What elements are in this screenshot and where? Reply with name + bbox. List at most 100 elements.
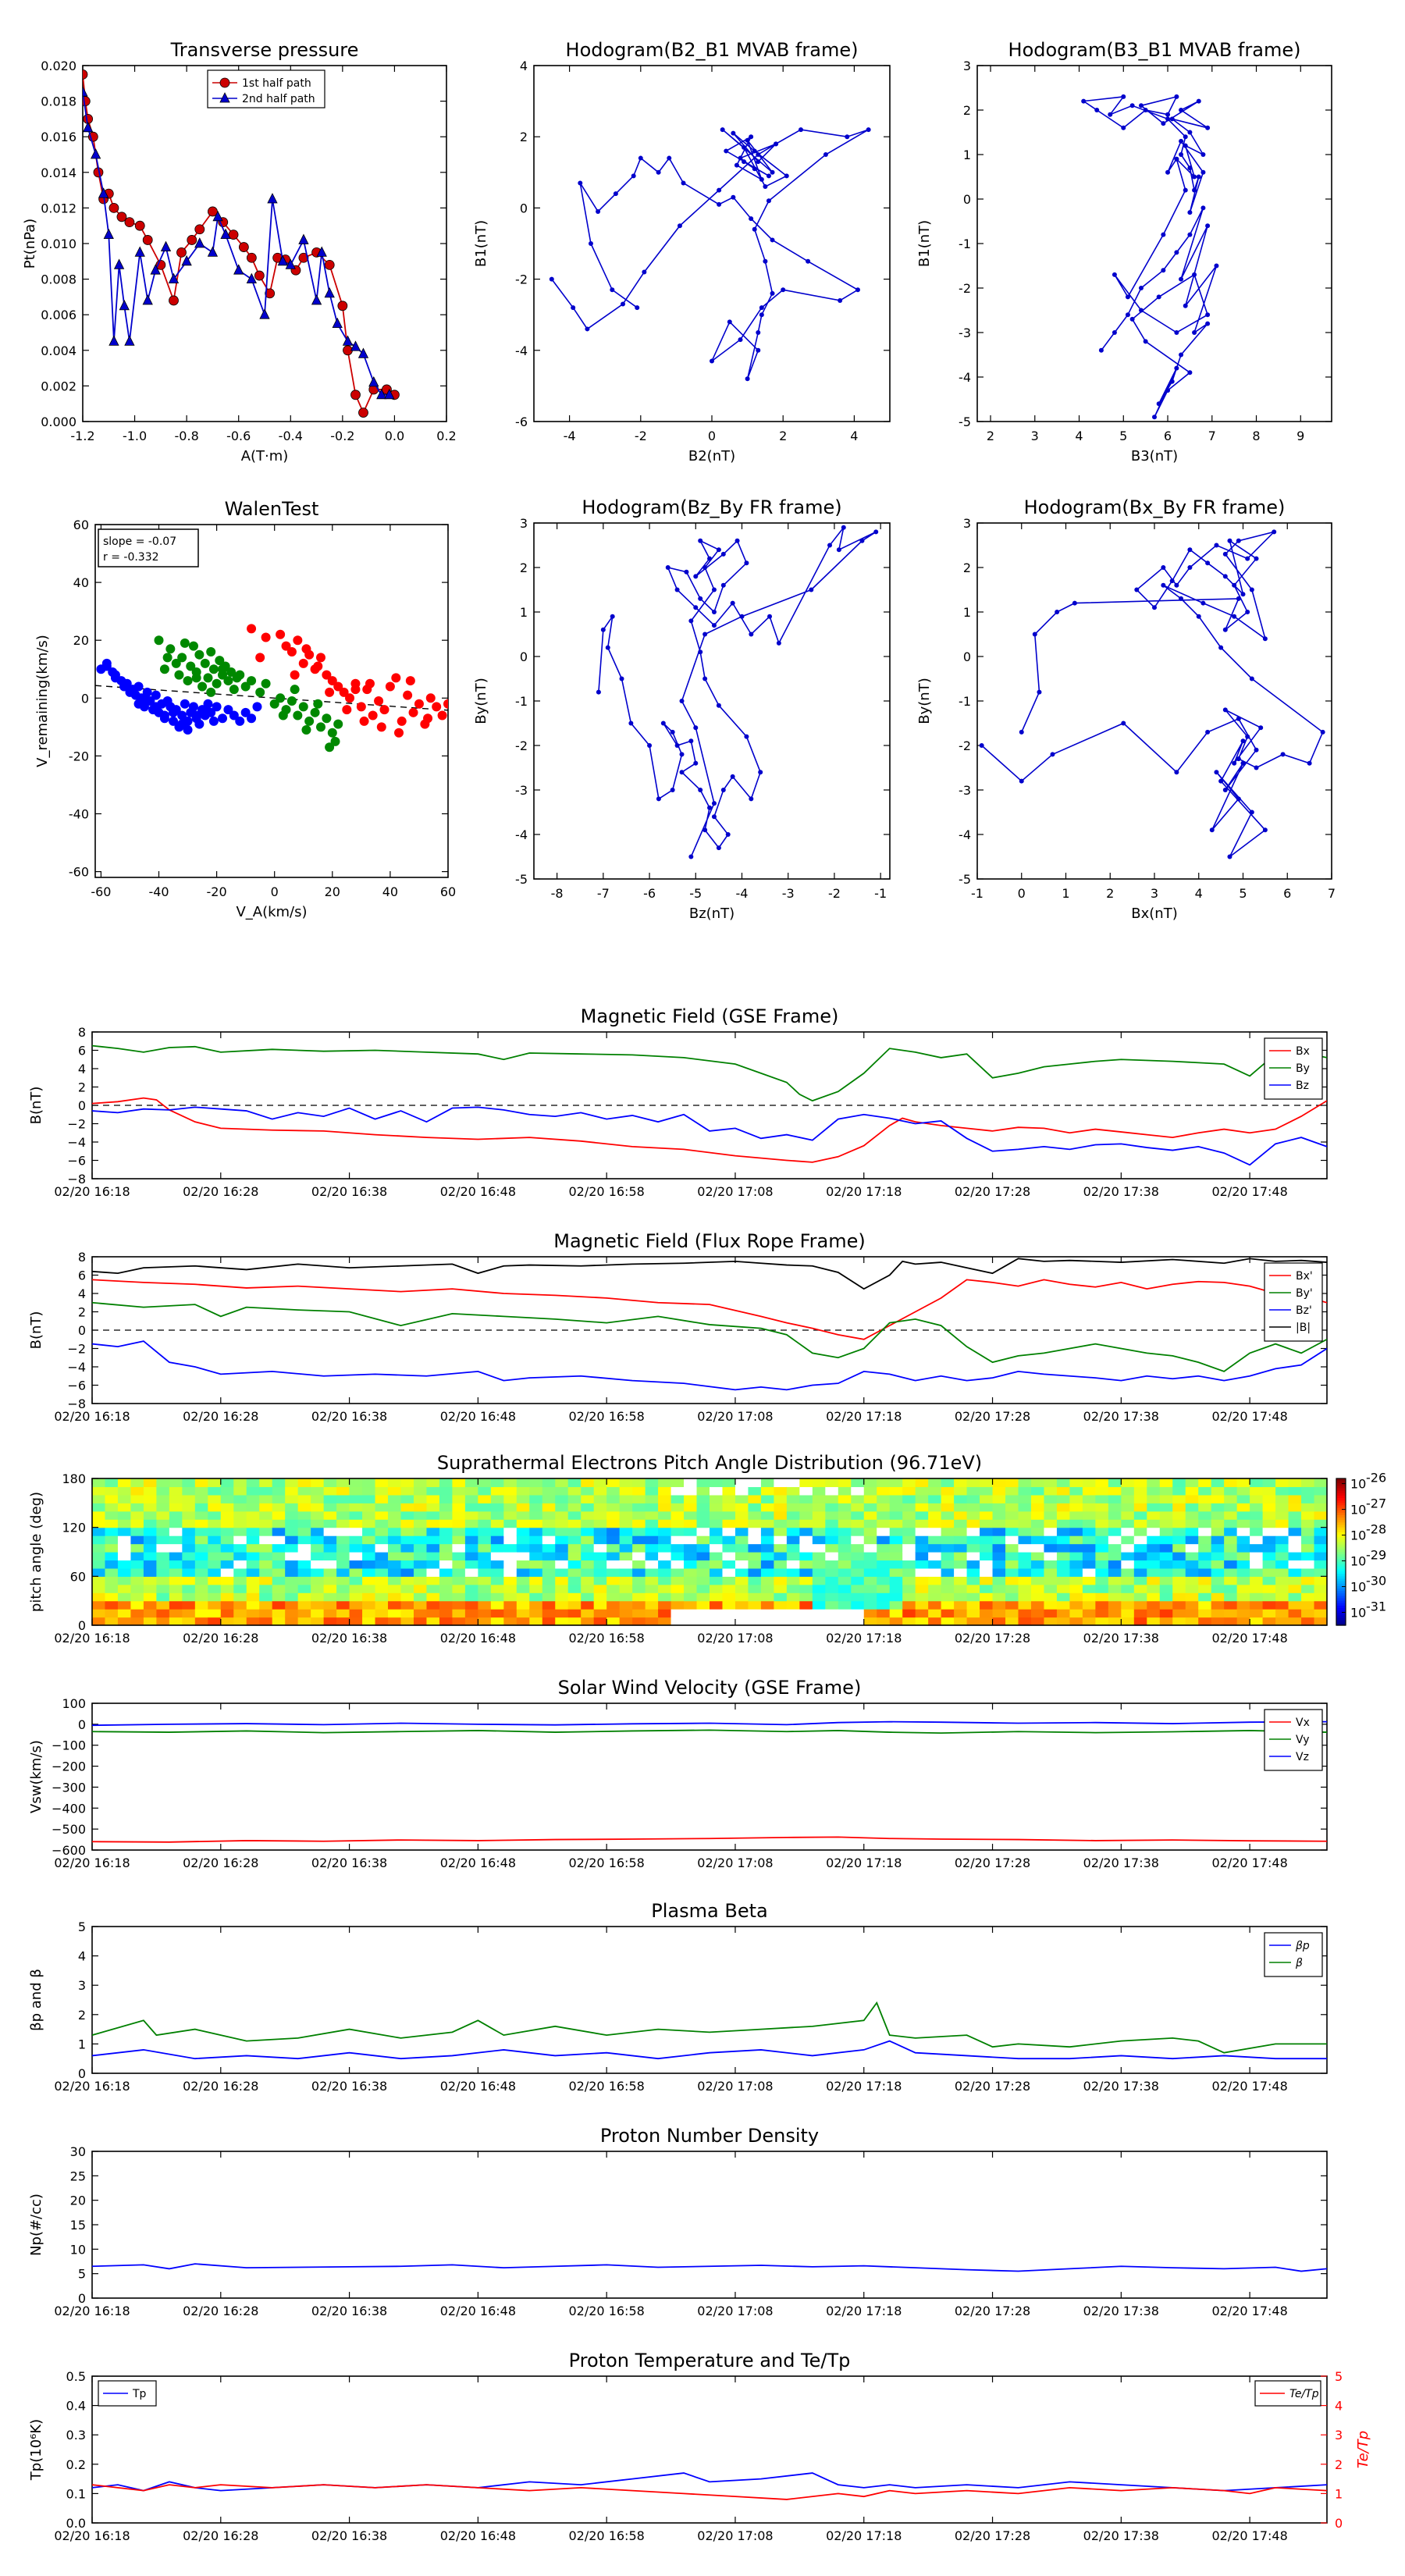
heatmap-cell	[529, 1617, 543, 1626]
heatmap-cell	[143, 1552, 157, 1561]
heatmap-cell	[1275, 1543, 1289, 1553]
data-point	[716, 547, 721, 553]
heatmap-cell	[130, 1486, 144, 1496]
data-point	[332, 317, 343, 329]
heatmap-cell	[980, 1592, 994, 1602]
heatmap-cell	[696, 1543, 710, 1553]
x-tick-label: 4	[1075, 429, 1083, 443]
axes-frame	[976, 522, 1332, 880]
y-right-axis-label: Te/Tp	[1355, 2431, 1371, 2468]
heatmap-cell	[928, 1486, 942, 1496]
legend-box	[1264, 1709, 1323, 1771]
heatmap-cell	[1018, 1503, 1032, 1512]
heatmap-cell	[812, 1503, 826, 1512]
heatmap-cell	[464, 1560, 478, 1569]
y-axis-label: B(nT)	[28, 1087, 44, 1125]
heatmap-cell	[877, 1584, 891, 1593]
heatmap-cell	[1005, 1535, 1019, 1545]
heatmap-cell	[542, 1617, 556, 1626]
heatmap-cell	[297, 1592, 311, 1602]
heatmap-cell	[980, 1535, 994, 1545]
heatmap-cell	[143, 1519, 157, 1528]
heatmap-cell	[1121, 1600, 1135, 1610]
x-tick-label: 20	[325, 884, 340, 899]
data-point	[770, 237, 775, 243]
heatmap-cell	[1314, 1478, 1328, 1488]
heatmap-cell	[555, 1592, 569, 1602]
y-tick-label: 6	[78, 1044, 86, 1059]
data-point	[711, 801, 717, 806]
data-point	[738, 155, 743, 161]
data-point	[727, 319, 732, 325]
heatmap-cell	[1159, 1560, 1173, 1569]
heatmap-cell	[760, 1552, 774, 1561]
heatmap-cell	[748, 1576, 762, 1585]
data-point	[734, 162, 739, 168]
heatmap-cell	[555, 1600, 569, 1610]
x-tick-label: 0	[271, 884, 279, 899]
heatmap-cell	[954, 1600, 968, 1610]
data-point	[759, 176, 764, 182]
heatmap-cell	[567, 1503, 582, 1512]
heatmap-cell	[555, 1617, 569, 1626]
heatmap-cell	[336, 1535, 350, 1545]
data-point	[806, 258, 811, 264]
data-point	[749, 796, 754, 802]
heatmap-cell	[696, 1592, 710, 1602]
data-point	[752, 166, 757, 172]
heatmap-cell	[478, 1617, 492, 1626]
heatmap-cell	[1236, 1519, 1250, 1528]
data-point	[1165, 169, 1171, 175]
x-tick-label: 3	[1031, 429, 1039, 443]
heatmap-cell	[1159, 1600, 1173, 1610]
y-tick-label: 6	[78, 1268, 86, 1283]
heatmap-cell	[272, 1503, 286, 1512]
heatmap-cell	[336, 1486, 350, 1496]
heatmap-cell	[1301, 1560, 1315, 1569]
heatmap-cell	[1172, 1527, 1186, 1536]
heatmap-cell	[1121, 1510, 1135, 1520]
heatmap-cell	[1030, 1535, 1045, 1545]
chart-title: Magnetic Field (Flux Rope Frame)	[553, 1230, 865, 1252]
data-point	[119, 299, 130, 311]
x-tick-label: 02/20 17:18	[826, 1856, 902, 1870]
heatmap-cell	[439, 1576, 454, 1585]
heatmap-cell	[760, 1510, 774, 1520]
heatmap-cell	[516, 1600, 530, 1610]
data-point	[1254, 765, 1259, 770]
data-point	[226, 667, 237, 677]
heatmap-cell	[735, 1600, 749, 1610]
heatmap-cell	[503, 1560, 518, 1569]
heatmap-cell	[748, 1510, 762, 1520]
data-point	[1236, 796, 1241, 802]
heatmap-cell	[272, 1543, 286, 1553]
heatmap-cell	[838, 1503, 852, 1512]
heatmap-cell	[684, 1567, 698, 1577]
data-point	[108, 202, 119, 213]
heatmap-cell	[954, 1576, 968, 1585]
heatmap-cell	[915, 1527, 929, 1536]
y-tick-label: 0	[81, 691, 89, 706]
heatmap-cell	[632, 1519, 646, 1528]
data-point	[345, 693, 355, 703]
heatmap-cell	[233, 1510, 247, 1520]
heatmap-cell	[478, 1567, 492, 1577]
heatmap-cell	[863, 1527, 877, 1536]
heatmap-cell	[567, 1600, 582, 1610]
heatmap-cell	[117, 1600, 132, 1610]
heatmap-cell	[645, 1584, 659, 1593]
heatmap-cell	[710, 1510, 724, 1520]
y-tick-label: 4	[78, 1286, 86, 1301]
plot-area	[979, 529, 1325, 859]
heatmap-cell	[941, 1617, 955, 1626]
heatmap-cell	[516, 1609, 530, 1618]
data-point	[1161, 582, 1166, 588]
heatmap-cell	[1147, 1567, 1161, 1577]
heatmap-cell	[1224, 1552, 1238, 1561]
heatmap-cell	[375, 1519, 389, 1528]
heatmap-cell	[1044, 1576, 1058, 1585]
heatmap-cell	[1069, 1552, 1083, 1561]
x-tick-label: 02/20 17:18	[826, 2304, 902, 2318]
heatmap-cell	[143, 1617, 157, 1626]
heatmap-cell	[1108, 1552, 1122, 1561]
